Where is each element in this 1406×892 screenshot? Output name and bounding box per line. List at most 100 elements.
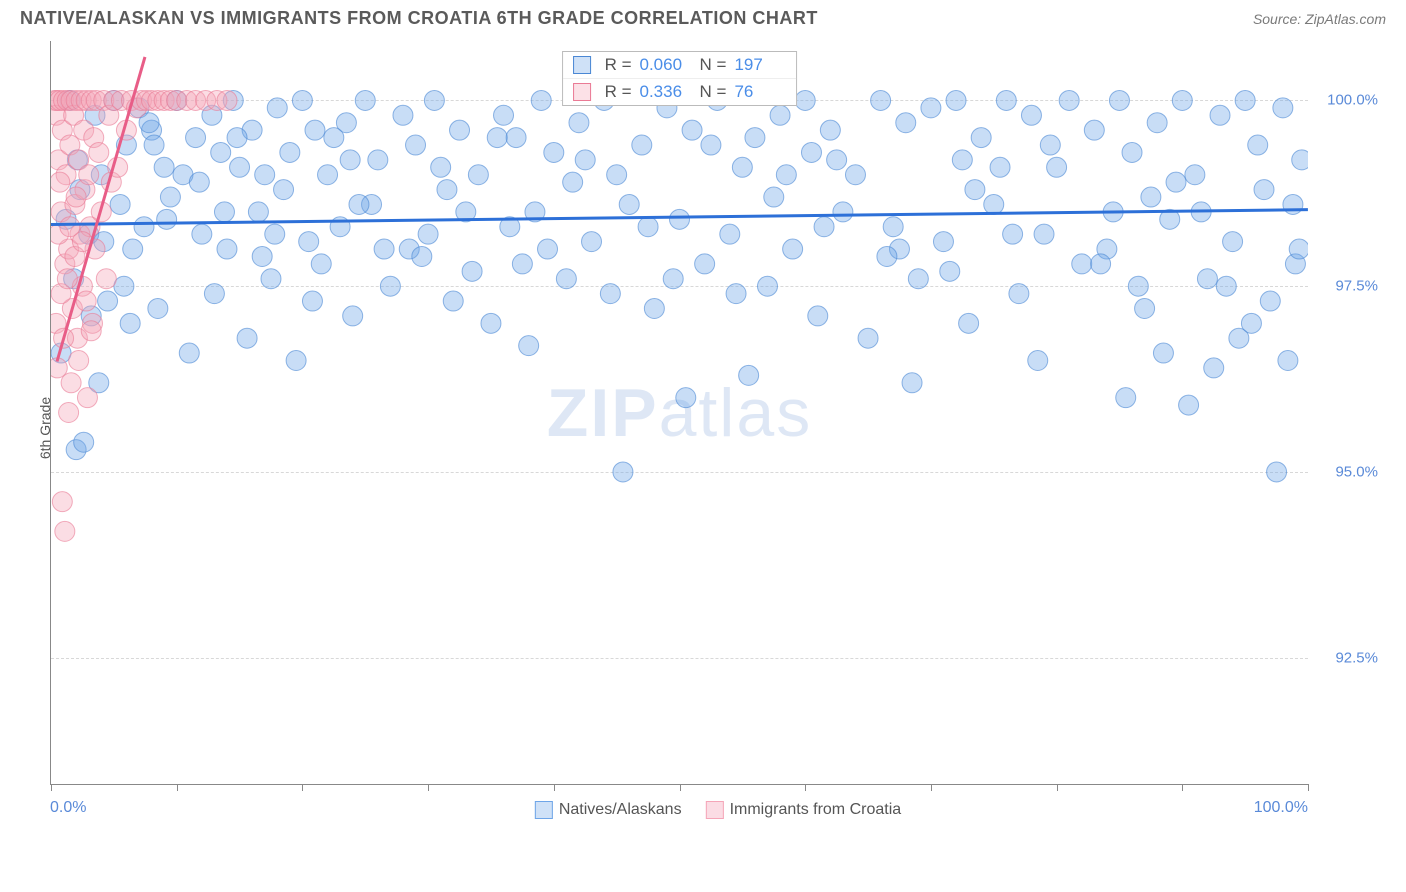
data-point <box>1128 276 1148 296</box>
data-point <box>227 128 247 148</box>
data-point <box>134 217 154 237</box>
x-tick <box>805 784 806 791</box>
data-point <box>1091 254 1111 274</box>
data-point <box>1021 105 1041 125</box>
data-point <box>248 202 268 222</box>
data-point <box>575 150 595 170</box>
legend-swatch <box>706 801 724 819</box>
data-point <box>801 142 821 162</box>
data-point <box>1273 98 1293 118</box>
stats-legend-row: R =0.336N =76 <box>563 78 797 105</box>
data-point <box>531 90 551 110</box>
legend-item: Natives/Alaskans <box>535 801 682 819</box>
data-point <box>217 90 237 110</box>
data-point <box>1248 135 1268 155</box>
data-point <box>255 165 275 185</box>
data-point <box>883 217 903 237</box>
data-point <box>783 239 803 259</box>
data-point <box>179 343 199 363</box>
data-point <box>186 128 206 148</box>
data-point <box>274 180 294 200</box>
data-point <box>638 217 658 237</box>
data-point <box>123 239 143 259</box>
data-point <box>1283 194 1303 214</box>
data-point <box>833 202 853 222</box>
data-point <box>1109 90 1129 110</box>
data-point <box>1210 105 1230 125</box>
data-point <box>695 254 715 274</box>
data-point <box>192 224 212 244</box>
data-point <box>340 150 360 170</box>
data-point <box>120 313 140 333</box>
data-point <box>450 120 470 140</box>
data-point <box>1185 165 1205 185</box>
data-point <box>1059 90 1079 110</box>
data-point <box>1072 254 1092 274</box>
chart-area: 6th Grade ZIPatlas 92.5%95.0%97.5%100.0%… <box>50 33 1386 823</box>
x-tick <box>680 784 681 791</box>
data-point <box>374 239 394 259</box>
data-point <box>607 165 627 185</box>
data-point <box>739 365 759 385</box>
data-point <box>506 128 526 148</box>
data-point <box>764 187 784 207</box>
data-point <box>437 180 457 200</box>
data-point <box>795 90 815 110</box>
data-point <box>971 128 991 148</box>
data-point <box>286 350 306 370</box>
data-point <box>324 128 344 148</box>
data-point <box>114 276 134 296</box>
data-point <box>280 142 300 162</box>
data-point <box>110 194 130 214</box>
data-point <box>952 150 972 170</box>
stat-r-label: R = <box>605 55 632 75</box>
data-point <box>814 217 834 237</box>
data-point <box>1084 120 1104 140</box>
data-point <box>311 254 331 274</box>
data-point <box>66 187 86 207</box>
data-point <box>494 105 514 125</box>
data-point <box>1047 157 1067 177</box>
data-point <box>302 291 322 311</box>
data-point <box>157 209 177 229</box>
data-point <box>1241 313 1261 333</box>
data-point <box>481 313 501 333</box>
data-point <box>1034 224 1054 244</box>
y-tick-label: 92.5% <box>1316 649 1378 666</box>
data-point <box>211 142 231 162</box>
stat-r-value: 0.336 <box>640 82 692 102</box>
stat-n-value: 76 <box>734 82 786 102</box>
data-point <box>89 142 109 162</box>
legend-label: Immigrants from Croatia <box>730 801 902 818</box>
data-point <box>1153 343 1173 363</box>
data-point <box>1172 90 1192 110</box>
stat-r-label: R = <box>605 82 632 102</box>
data-point <box>214 202 234 222</box>
data-point <box>343 306 363 326</box>
data-point <box>663 269 683 289</box>
data-point <box>267 98 287 118</box>
chart-title: NATIVE/ALASKAN VS IMMIGRANTS FROM CROATI… <box>20 8 818 29</box>
legend-swatch <box>573 56 591 74</box>
data-point <box>770 105 790 125</box>
data-point <box>1166 172 1186 192</box>
plot-region: ZIPatlas 92.5%95.0%97.5%100.0%R =0.060N … <box>50 41 1308 785</box>
data-point <box>519 336 539 356</box>
legend-swatch <box>535 801 553 819</box>
data-point <box>563 172 583 192</box>
data-point <box>61 373 81 393</box>
x-tick <box>51 784 52 791</box>
data-point <box>896 113 916 133</box>
x-tick <box>177 784 178 791</box>
data-point <box>74 432 94 452</box>
data-point <box>1197 269 1217 289</box>
data-point <box>1003 224 1023 244</box>
x-axis-min-label: 0.0% <box>50 799 86 817</box>
data-point <box>632 135 652 155</box>
data-point <box>418 224 438 244</box>
data-point <box>261 269 281 289</box>
data-point <box>1028 350 1048 370</box>
data-point <box>1141 187 1161 207</box>
stats-legend-row: R =0.060N =197 <box>563 52 797 78</box>
data-point <box>908 269 928 289</box>
